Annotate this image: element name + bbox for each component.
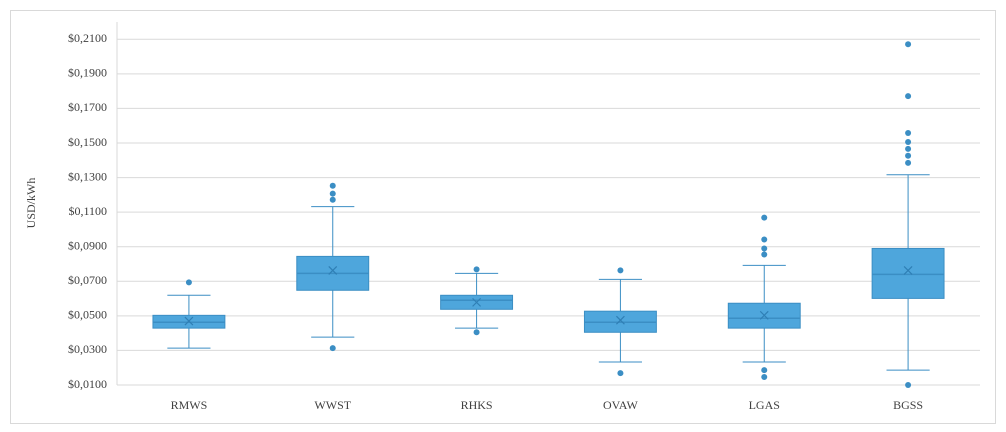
outlier xyxy=(905,129,912,136)
chart-border xyxy=(10,10,996,424)
y-tick-label: $0,0100 xyxy=(68,377,107,391)
mean-marker xyxy=(615,315,625,325)
y-tick-label: $0,1100 xyxy=(68,204,107,218)
outlier xyxy=(329,190,336,197)
outlier xyxy=(761,367,768,374)
y-tick-label: $0,0500 xyxy=(68,308,107,322)
x-tick-label: OVAW xyxy=(603,398,638,412)
outlier xyxy=(905,159,912,166)
y-tick-label: $0,0300 xyxy=(68,342,107,356)
y-tick-label: $0,2100 xyxy=(68,31,107,45)
x-tick-label: RMWS xyxy=(171,398,208,412)
outlier xyxy=(905,382,912,388)
mean-marker xyxy=(472,297,482,307)
outlier xyxy=(185,279,192,286)
outlier xyxy=(329,182,336,189)
y-tick-label: $0,1700 xyxy=(68,100,107,114)
outlier xyxy=(905,138,912,145)
y-tick-label: $0,0900 xyxy=(68,238,107,252)
y-tick-label: $0,1900 xyxy=(68,66,107,80)
mean-marker xyxy=(328,265,338,275)
y-tick-label: $0,1300 xyxy=(68,169,107,183)
outlier xyxy=(761,251,768,258)
box xyxy=(871,247,945,299)
outlier xyxy=(905,152,912,159)
outlier xyxy=(905,41,912,48)
y-tick-label: $0,1500 xyxy=(68,135,107,149)
outlier xyxy=(617,267,624,274)
outlier xyxy=(761,236,768,243)
x-tick-label: WWST xyxy=(314,398,351,412)
y-tick-label: $0,0700 xyxy=(68,273,107,287)
outlier xyxy=(761,245,768,252)
outlier xyxy=(473,329,480,336)
mean-marker xyxy=(903,265,913,275)
outlier xyxy=(473,266,480,273)
outlier xyxy=(761,214,768,221)
outlier xyxy=(617,370,624,377)
outlier xyxy=(329,345,336,352)
outlier xyxy=(761,374,768,381)
x-tick-label: RHKS xyxy=(461,398,493,412)
mean-marker xyxy=(759,310,769,320)
outlier xyxy=(905,93,912,100)
x-tick-label: BGSS xyxy=(893,398,923,412)
y-axis-label: USD/kWh xyxy=(24,178,38,229)
outlier xyxy=(329,196,336,203)
x-tick-label: LGAS xyxy=(749,398,780,412)
mean-marker xyxy=(184,316,194,326)
outlier xyxy=(905,145,912,152)
